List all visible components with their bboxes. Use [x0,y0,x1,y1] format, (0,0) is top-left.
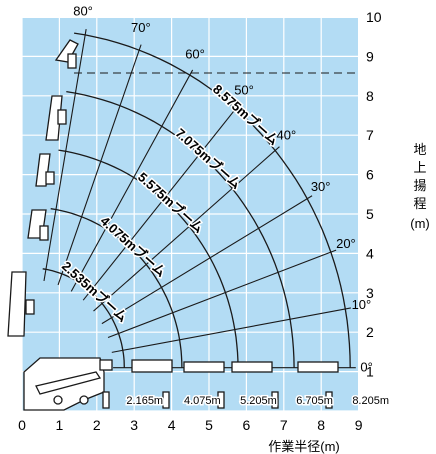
angle-label-0: 0° [360,360,372,375]
x-tick-label-0: 0 [18,417,26,433]
y-axis-label-unit: (m) [410,216,430,231]
boom-arc-3 [58,149,239,368]
y-tick-label-1: 1 [366,364,374,380]
angle-label-40: 40° [277,127,297,142]
crane-silhouettes [7,39,339,411]
angle-ray-40 [93,146,280,312]
y-tick-label-7: 7 [366,127,374,143]
angle-ray-30 [101,195,313,325]
angle-label-20: 20° [336,236,356,251]
y-axis-label-char-1: 地 [413,142,426,157]
angle-label-30: 30° [311,179,331,194]
angle-ray-10 [111,307,351,353]
reach-label-2: 4.075m [184,395,221,407]
boom-arc-2 [50,208,183,368]
y-tick-label-6: 6 [366,167,374,183]
angle-label-80: 80° [73,4,93,19]
boom-arc-1 [42,268,125,368]
grid-lines [21,16,360,412]
y-tick-label-9: 9 [366,48,374,64]
boom-arcs [42,32,351,368]
reach-label-5: 8.205m [352,395,389,407]
boom-arc-4 [66,90,295,368]
x-axis-label: 作業半径(m) [268,439,340,454]
x-tick-label-1: 1 [56,417,64,433]
reach-label-4: 6.705m [296,395,333,407]
y-tick-label-3: 3 [366,285,374,301]
x-tick-label-4: 4 [168,417,176,433]
angle-ray-70 [57,44,142,286]
angle-ray-60 [70,69,194,292]
x-tick-label-7: 7 [280,417,288,433]
angle-label-70: 70° [131,20,151,35]
reach-label-3: 5.205m [240,395,277,407]
y-axis-label-char-4: 程 [413,196,426,211]
x-tick-label-9: 9 [355,417,363,433]
x-tick-label-8: 8 [317,417,325,433]
angle-label-60: 60° [185,47,205,62]
y-tick-label-2: 2 [366,324,374,340]
angle-ray-20 [107,249,337,339]
boom-arc-5 [73,32,351,368]
y-tick-label-10: 10 [366,9,382,25]
x-tick-label-6: 6 [243,417,251,433]
x-tick-label-2: 2 [93,417,101,433]
angle-label-10: 10° [352,297,372,312]
y-tick-label-8: 8 [366,88,374,104]
angle-ray-80 [43,29,87,282]
angle-label-50: 50° [234,83,254,98]
reach-label-1: 2.165m [126,395,163,407]
y-tick-label-5: 5 [366,206,374,222]
x-tick-label-3: 3 [130,417,138,433]
y-axis-label-char-2: 上 [413,160,426,175]
angle-ray-50 [82,103,240,301]
x-tick-label-5: 5 [205,417,213,433]
y-tick-label-4: 4 [366,245,374,261]
y-axis-label-char-3: 揚 [413,178,426,193]
